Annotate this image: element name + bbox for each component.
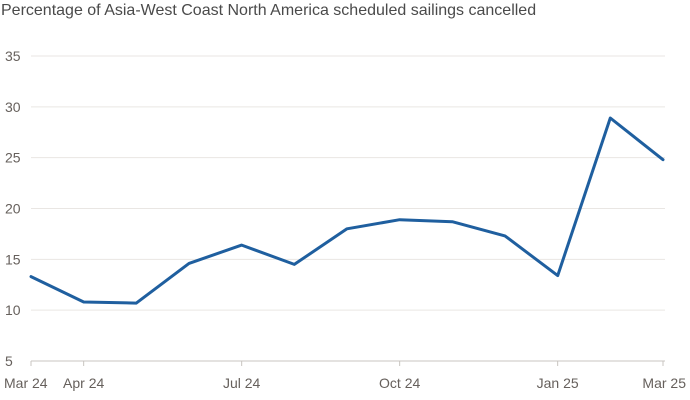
x-tick-label: Oct 24 — [379, 375, 420, 391]
y-tick-label: 15 — [5, 251, 21, 267]
series-line — [29, 116, 665, 305]
x-tick-label: Apr 24 — [63, 375, 104, 391]
y-tick-label: 10 — [5, 302, 21, 318]
x-tick-label: Jan 25 — [537, 375, 579, 391]
x-axis-ticks: Mar 24 Apr 24 Jul 24 Oct 24 Jan 25 Mar 25 — [4, 361, 686, 391]
series-group — [29, 116, 665, 305]
y-tick-label: 5 — [5, 353, 13, 369]
chart-title: Percentage of Asia-West Coast North Amer… — [1, 2, 537, 19]
y-axis-ticks: 5 10 15 20 25 30 35 — [5, 48, 21, 369]
y-tick-label: 30 — [5, 99, 21, 115]
y-gridlines — [31, 55, 665, 362]
x-tick-label: Mar 24 — [4, 375, 48, 391]
y-tick-label: 35 — [5, 48, 21, 64]
x-tick-label: Mar 25 — [642, 375, 686, 391]
y-tick-label: 20 — [5, 201, 21, 217]
y-tick-label: 25 — [5, 150, 21, 166]
x-tick-label: Jul 24 — [223, 375, 261, 391]
